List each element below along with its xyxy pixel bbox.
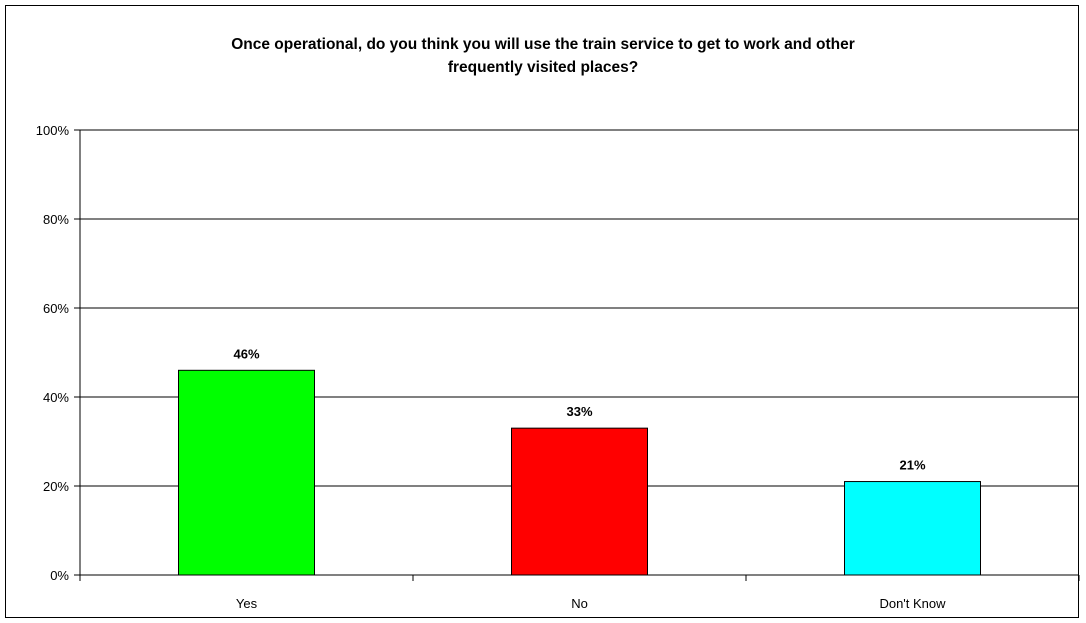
labels: 0% 20% 40% 60% 80% 100% 46% Yes 33% No 21% Don't Kn… bbox=[36, 123, 946, 611]
axes bbox=[74, 129, 1080, 581]
y-tick-label: 40% bbox=[43, 390, 69, 405]
y-tick-label: 100% bbox=[36, 123, 70, 138]
bars bbox=[178, 369, 981, 576]
bar bbox=[511, 427, 648, 576]
chart-title-line-2: frequently visited places? bbox=[447, 59, 639, 76]
x-tick-label: Yes bbox=[236, 596, 258, 611]
bar-value-label: 33% bbox=[566, 404, 592, 419]
y-tick-label: 20% bbox=[43, 479, 69, 494]
bar-value-label: 21% bbox=[899, 458, 925, 473]
bar bbox=[844, 481, 981, 576]
bar-value-label: 46% bbox=[233, 346, 259, 361]
chart-title: Once operational, do you think you will … bbox=[0, 33, 1086, 79]
bar bbox=[178, 369, 315, 576]
x-tick-label: No bbox=[571, 596, 588, 611]
chart-title-line-1: Once operational, do you think you will … bbox=[231, 36, 855, 53]
y-tick-label: 0% bbox=[50, 568, 69, 583]
x-tick-label: Don't Know bbox=[879, 596, 946, 611]
y-tick-label: 80% bbox=[43, 212, 69, 227]
y-tick-label: 60% bbox=[43, 301, 69, 316]
